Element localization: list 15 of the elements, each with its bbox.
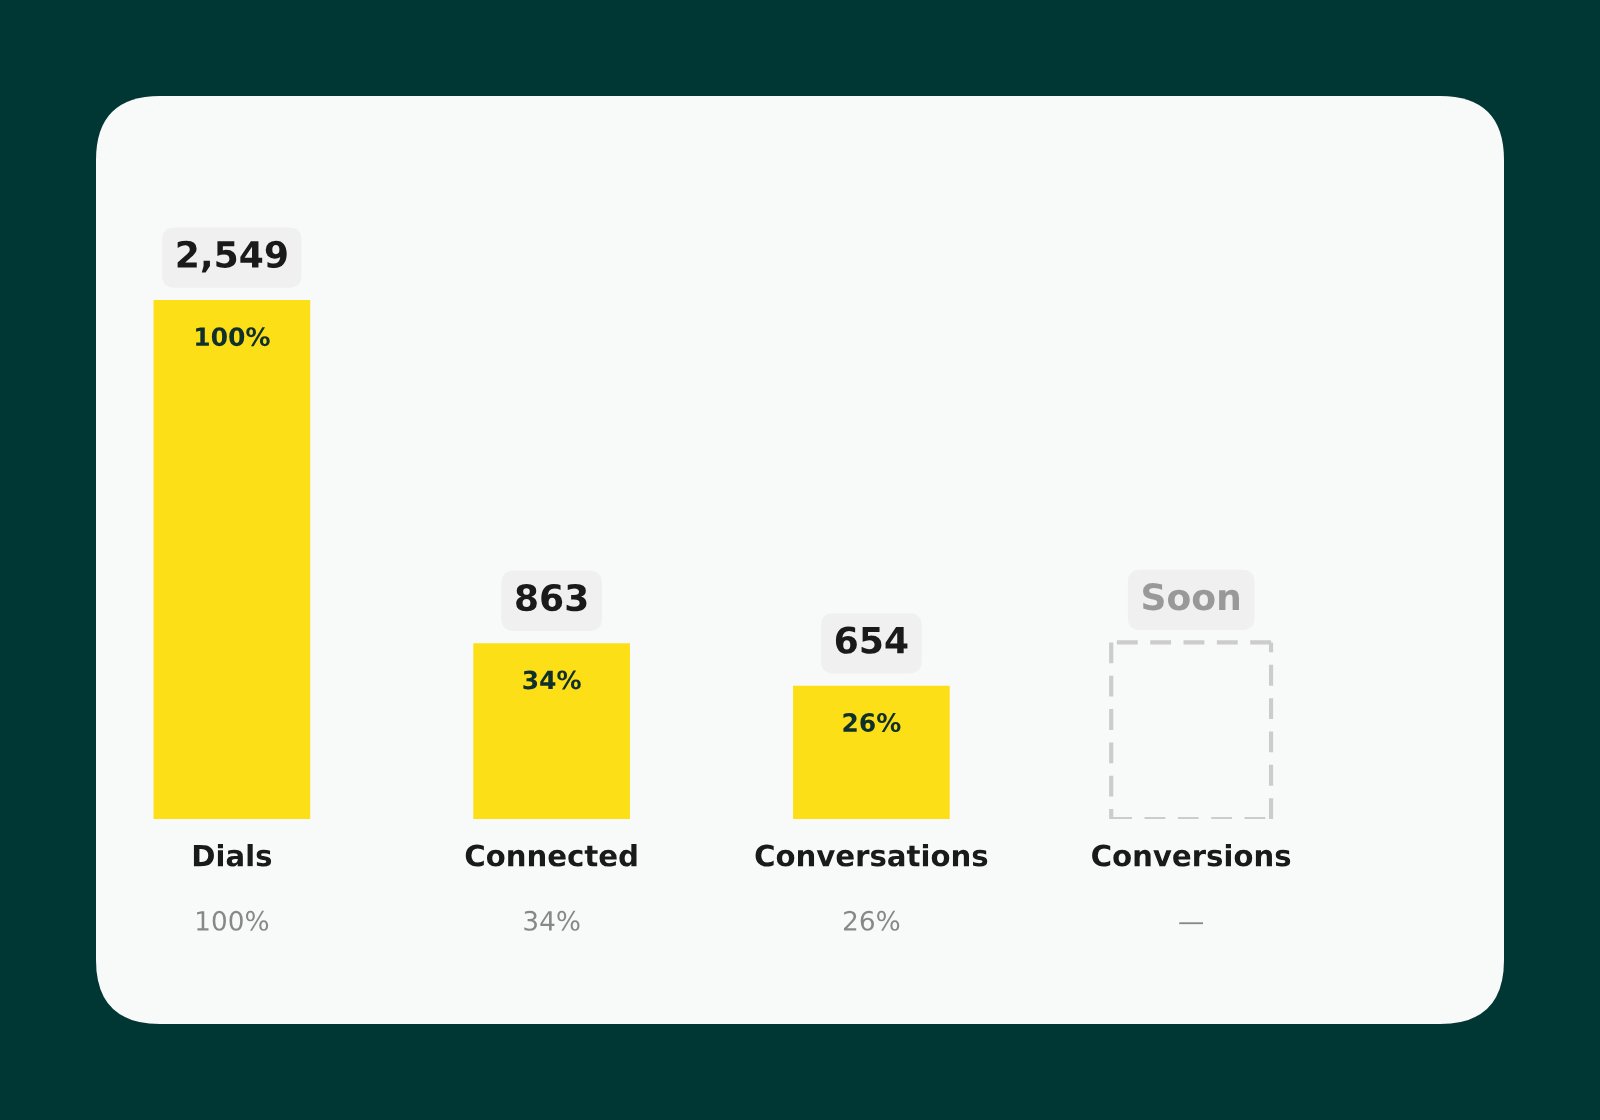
- x-tick-label: Conversations: [755, 844, 988, 867]
- annotation: 26%: [843, 713, 901, 732]
- x-tick-label: Connected: [465, 844, 637, 867]
- text: 100%: [197, 910, 269, 931]
- data-label: 2,549: [177, 240, 287, 273]
- annotation: 100%: [196, 327, 270, 347]
- annotation: 34%: [523, 670, 581, 690]
- text: 34%: [524, 910, 580, 931]
- x-tick-label: Conversions: [1092, 844, 1291, 867]
- text: —: [1179, 922, 1204, 925]
- data-label: 863: [516, 583, 587, 612]
- x-tick-label: Dials: [193, 844, 272, 867]
- text: Soon: [1143, 583, 1239, 611]
- text: 26%: [843, 910, 900, 931]
- data-label: 654: [835, 626, 908, 654]
